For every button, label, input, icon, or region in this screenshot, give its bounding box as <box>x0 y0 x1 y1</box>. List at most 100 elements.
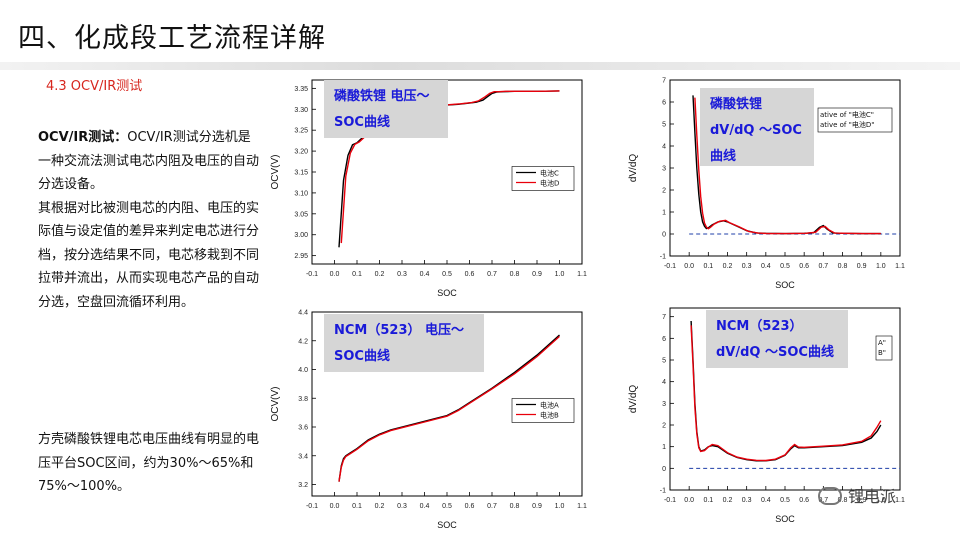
callout-line: 磷酸铁锂 电压～ <box>334 89 430 104</box>
y-tick-label: 3.35 <box>294 86 308 93</box>
y-axis-label: OCV(V) <box>270 387 281 422</box>
legend-label: 电池C <box>540 168 559 177</box>
x-tick-label: 0.3 <box>397 271 407 278</box>
x-tick-label: 0.1 <box>703 497 713 504</box>
x-tick-label: -0.1 <box>664 497 676 504</box>
y-tick-label: 4.4 <box>298 310 308 317</box>
callout-ncm-dvdq: NCM（523） dV/dQ ～SOC曲线 <box>706 310 848 368</box>
y-tick-label: 2 <box>662 188 666 195</box>
x-tick-label: 1.0 <box>876 497 886 504</box>
x-tick-label: 0.1 <box>703 263 713 270</box>
y-tick-label: 6 <box>662 100 666 107</box>
y-tick-label: 3 <box>662 401 666 408</box>
y-tick-label: 0 <box>662 232 666 239</box>
x-tick-label: 0.1 <box>352 503 362 510</box>
callout-line: SOC曲线 <box>334 349 390 364</box>
y-tick-label: 3.25 <box>294 128 308 135</box>
x-tick-label: 0.2 <box>723 263 733 270</box>
callout-line: dV/dQ ～SOC <box>710 123 802 138</box>
x-tick-label: -0.1 <box>306 503 318 510</box>
title-divider <box>0 62 960 70</box>
callout-lfp-dvdq: 磷酸铁锂 dV/dQ ～SOC 曲线 <box>700 88 814 166</box>
x-tick-label: 0.2 <box>375 271 385 278</box>
x-tick-label: -0.1 <box>664 263 676 270</box>
x-tick-label: 0.6 <box>465 503 475 510</box>
y-tick-label: 3.30 <box>294 107 308 114</box>
y-tick-label: 1 <box>662 444 666 451</box>
x-tick-label: 0.8 <box>510 503 520 510</box>
x-tick-label: 0.4 <box>761 263 771 270</box>
callout-line: NCM（523） 电压～ <box>334 323 465 338</box>
watermark: 锂电派 <box>818 483 896 507</box>
ocv-ir-process: 其根据对比被测电芯的内阻、电压的实际值与设定值的差异来判定电芯进行分档，按分选结… <box>38 200 260 310</box>
ocv-ir-definition: OCV/IR测试分选机是一种交流法测试电芯内阻及电压的自动分选设备。 <box>38 130 260 192</box>
y-tick-label: -1 <box>660 254 666 261</box>
callout-line: dV/dQ ～SOC曲线 <box>716 345 834 360</box>
y-axis-label: dV/dQ <box>628 385 639 414</box>
x-tick-label: 0.2 <box>723 497 733 504</box>
x-tick-label: 1.0 <box>555 503 565 510</box>
x-tick-label: 0.5 <box>442 503 452 510</box>
y-tick-label: 3 <box>662 166 666 173</box>
y-tick-label: 3.4 <box>298 453 308 460</box>
callout-line: 磷酸铁锂 <box>710 97 763 112</box>
callout-line: SOC曲线 <box>334 115 390 130</box>
x-tick-label: 0.5 <box>442 271 452 278</box>
watermark-text: 锂电派 <box>848 487 897 506</box>
legend-label: ative of "电池D" <box>820 120 874 129</box>
legend-box <box>817 107 893 133</box>
y-tick-label: 3.00 <box>294 232 308 239</box>
x-tick-label: 0.9 <box>532 503 542 510</box>
x-axis-label: SOC <box>437 288 457 298</box>
x-tick-label: 0.6 <box>465 271 475 278</box>
y-tick-label: 4 <box>662 379 666 386</box>
x-tick-label: 0.0 <box>684 497 694 504</box>
y-tick-label: 6 <box>662 336 666 343</box>
x-tick-label: 0.9 <box>857 263 867 270</box>
x-axis-label: SOC <box>437 520 457 530</box>
y-tick-label: -1 <box>660 488 666 495</box>
page-title: 四、化成段工艺流程详解 <box>18 23 326 54</box>
y-tick-label: 3.15 <box>294 170 308 177</box>
x-tick-label: 0.3 <box>397 503 407 510</box>
x-tick-label: 0.6 <box>799 263 809 270</box>
x-tick-label: 0.6 <box>799 497 809 504</box>
y-tick-label: 3.20 <box>294 149 308 156</box>
x-tick-label: 1.1 <box>895 263 905 270</box>
x-tick-label: 1.0 <box>876 263 886 270</box>
y-tick-label: 3.2 <box>298 482 308 489</box>
legend-box <box>875 335 893 361</box>
x-tick-label: 0.8 <box>838 497 848 504</box>
y-tick-label: 5 <box>662 358 666 365</box>
x-tick-label: 0.8 <box>838 263 848 270</box>
y-tick-label: 4.2 <box>298 338 308 345</box>
x-tick-label: 0.5 <box>780 497 790 504</box>
x-tick-label: 0.3 <box>742 497 752 504</box>
x-tick-label: 0.0 <box>330 503 340 510</box>
x-axis-label: SOC <box>775 280 795 290</box>
y-tick-label: 3.10 <box>294 190 308 197</box>
section-subtitle: 4.3 OCV/IR测试 <box>46 79 143 94</box>
y-tick-label: 0 <box>662 466 666 473</box>
series-line-电池D <box>694 97 881 235</box>
x-tick-label: 0.2 <box>375 503 385 510</box>
legend-label: A" <box>878 339 886 347</box>
x-tick-label: 1.1 <box>577 503 587 510</box>
ocv-ir-term: OCV/IR测试： <box>38 130 128 145</box>
legend-box <box>511 398 575 423</box>
legend-label: ative of "电池C" <box>820 110 874 119</box>
legend-label: 电池D <box>540 178 559 187</box>
x-tick-label: 0.9 <box>532 271 542 278</box>
y-tick-label: 3.6 <box>298 425 308 432</box>
y-tick-label: 4.0 <box>298 367 308 374</box>
x-tick-label: 0.3 <box>742 263 752 270</box>
x-tick-label: 0.0 <box>684 263 694 270</box>
callout-lfp-ocv: 磷酸铁锂 电压～ SOC曲线 <box>324 80 448 138</box>
legend-box <box>511 166 575 191</box>
y-tick-label: 2 <box>662 423 666 430</box>
x-tick-label: 0.1 <box>352 271 362 278</box>
series-line-电池B <box>338 335 560 482</box>
x-tick-label: 1.1 <box>895 497 905 504</box>
y-axis-label: dV/dQ <box>628 154 639 183</box>
y-tick-label: 3.05 <box>294 211 308 218</box>
